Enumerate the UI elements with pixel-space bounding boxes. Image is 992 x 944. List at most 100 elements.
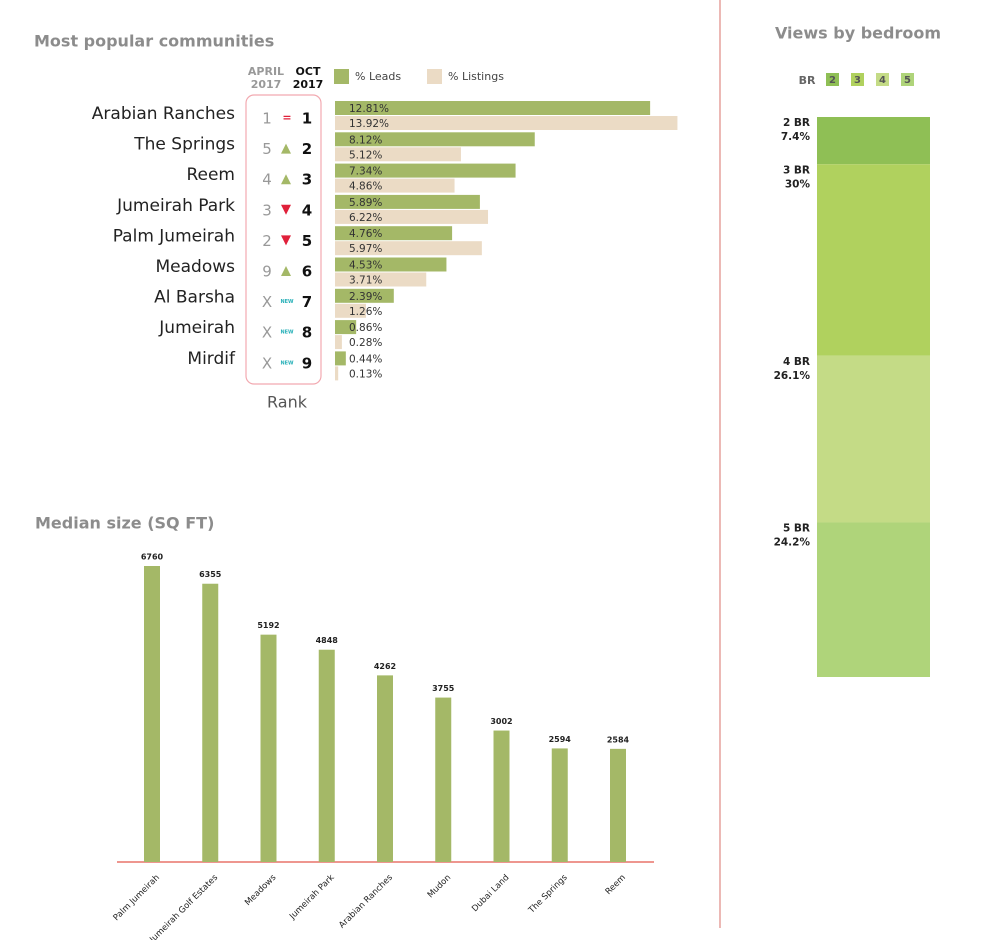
bar (335, 241, 482, 256)
bar (318, 649, 335, 862)
value-label: 6.22% (349, 212, 382, 224)
bar (260, 634, 277, 862)
rank-oct: 1 (302, 110, 312, 128)
value-label: 13.92% (349, 118, 389, 130)
rank-oct: 7 (302, 293, 312, 311)
community-label: The Springs (133, 135, 235, 155)
bar (335, 194, 480, 209)
rank-april: X (262, 354, 272, 372)
rank-header: APRIL (248, 65, 284, 78)
rank-down (281, 235, 291, 246)
rank-april: X (262, 324, 272, 342)
value-label: 6760 (141, 553, 164, 562)
value-label: 0.44% (349, 353, 382, 365)
legend-title: BR (799, 74, 816, 87)
community-label: Reem (186, 165, 235, 185)
category-label: Palm Jumeirah (112, 873, 162, 923)
category-label: The Springs (526, 872, 570, 916)
bar (610, 748, 626, 862)
legend-swatch (851, 73, 864, 86)
community-label: Meadows (156, 257, 236, 277)
bar (335, 163, 516, 178)
category-label: Mudon (426, 873, 453, 900)
value-label: 5.97% (349, 243, 382, 255)
legend-swatch (334, 69, 349, 84)
rank-april: 4 (262, 171, 272, 189)
rank-up (281, 143, 291, 154)
segment (817, 522, 930, 677)
category-label: Meadows (243, 872, 279, 908)
community-label: Arabian Ranches (92, 104, 235, 124)
legend-swatch (876, 73, 889, 86)
value-label: 4848 (316, 636, 339, 645)
bar (335, 147, 461, 162)
bar (493, 730, 510, 862)
rank-april: 5 (262, 140, 272, 158)
category-label: Arabian Ranches (337, 872, 395, 930)
value-label: 0.13% (349, 368, 382, 380)
value-label: 4.53% (349, 260, 382, 272)
category-label: Dubai Land (470, 873, 511, 914)
rank-april: 3 (262, 201, 272, 219)
value-label: 6355 (199, 570, 222, 579)
value-label: 3002 (490, 717, 512, 726)
value-label: 2.39% (349, 291, 382, 303)
legend-swatch (901, 73, 914, 86)
rank-oct: 2 (302, 140, 312, 158)
bar (335, 132, 535, 147)
value-label: 0.28% (349, 337, 382, 349)
segment-label: 2 BR (783, 117, 810, 129)
value-label: 2584 (607, 735, 630, 744)
rank-up (281, 174, 291, 185)
community-label: Jumeirah (158, 318, 235, 338)
category-label: Jumeirah Park (287, 873, 337, 923)
value-label: 3755 (432, 684, 455, 693)
community-label: Mirdif (187, 349, 236, 369)
bar (335, 116, 678, 130)
rank-change: = (282, 111, 291, 124)
segment-value: 7.4% (781, 131, 811, 143)
chart-title: Most popular communities (34, 32, 274, 51)
value-label: 12.81% (349, 103, 389, 115)
legend-label: 2 (829, 75, 836, 86)
bar (335, 288, 394, 303)
bar (335, 178, 455, 193)
rank-up (281, 266, 291, 276)
bar (335, 101, 651, 115)
rank-box (245, 94, 322, 385)
rank-oct: 5 (302, 232, 312, 250)
rank-title: Rank (267, 393, 308, 412)
segment-value: 26.1% (774, 370, 811, 382)
rank-header: OCT (296, 65, 321, 78)
segment-value: 24.2% (774, 536, 811, 548)
rank-oct: 3 (302, 171, 312, 189)
bar (335, 320, 357, 335)
value-label: 0.86% (349, 322, 382, 334)
legend-label: 3 (854, 75, 861, 86)
community-label: Al Barsha (154, 288, 235, 308)
bar (202, 583, 219, 862)
bar (335, 209, 489, 224)
bar (335, 335, 342, 350)
community-label: Palm Jumeirah (113, 226, 235, 246)
legend-label: 5 (904, 75, 911, 86)
rank-april: 1 (262, 110, 272, 128)
bar (335, 272, 427, 287)
value-label: 5.12% (349, 149, 382, 161)
bar (144, 566, 160, 862)
rank-april: 9 (262, 263, 272, 281)
value-label: 4262 (374, 662, 396, 671)
bar (435, 697, 452, 862)
rank-oct: 9 (302, 354, 312, 372)
segment (817, 164, 930, 356)
rank-april: X (262, 293, 272, 311)
value-label: 5192 (257, 621, 279, 630)
segment-label: 3 BR (783, 164, 810, 176)
legend-label: 4 (879, 75, 886, 86)
value-label: 1.26% (349, 306, 382, 318)
community-label: Jumeirah Park (116, 196, 235, 216)
value-label: 3.71% (349, 275, 382, 287)
category-label: Reem (604, 873, 628, 897)
rank-april: 2 (262, 232, 272, 250)
